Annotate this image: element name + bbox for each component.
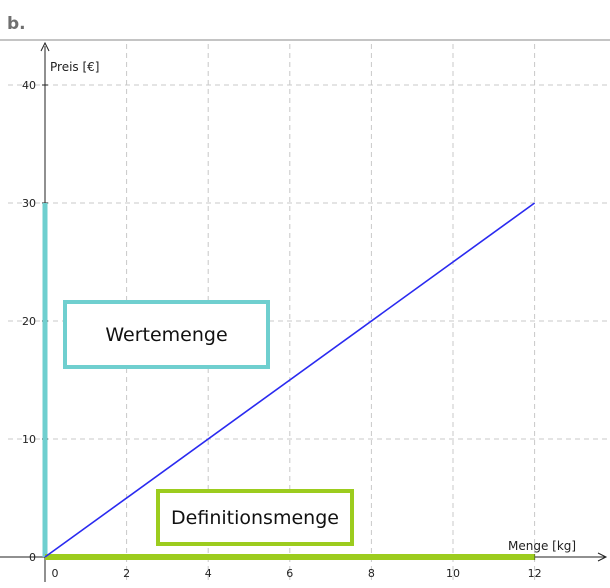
x-tick-label: 6 [286,567,293,580]
y-axis-label: Preis [€] [50,60,99,74]
x-tick-label: 12 [528,567,542,580]
y-axis-arrow [40,41,50,52]
x-tick-label: 4 [205,567,212,580]
wertemenge-label: Wertemenge [63,300,270,369]
x-tick-label: 2 [123,567,130,580]
series-line [44,202,536,558]
x-tick-label: 10 [446,567,460,580]
x-tick-label: 0 [52,567,59,580]
x-axis-label: Menge [kg] [508,539,576,553]
definitionsmenge-label: Definitionsmenge [156,489,354,546]
highlights [42,203,535,560]
x-tick-label: 8 [368,567,375,580]
panel-label: b. [7,14,26,34]
y-tick-label: 0 [29,551,36,564]
series [44,202,536,558]
x-axis-arrow [597,552,608,562]
tick-labels: 0 2 4 6 8 10 12 0 10 20 30 40 [22,79,542,580]
y-tick-label: 30 [22,197,36,210]
y-tick-label: 40 [22,79,36,92]
y-tick-label: 20 [22,315,36,328]
y-tick-label: 10 [22,433,36,446]
